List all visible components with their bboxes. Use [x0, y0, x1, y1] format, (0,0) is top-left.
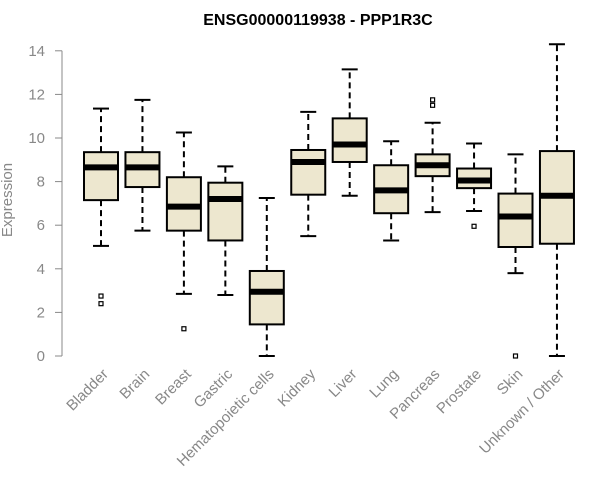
- x-tick-label-kidney: Kidney: [275, 365, 320, 410]
- box-hematopoietic-cells: [248, 269, 285, 326]
- outlier-prostate-0: [471, 223, 477, 229]
- outlier-bladder-0: [98, 293, 104, 299]
- x-tick-label-bladder: Bladder: [63, 366, 112, 415]
- chart-title: ENSG00000119938 - PPP1R3C: [203, 12, 433, 29]
- box-skin: [497, 192, 534, 248]
- y-tick-label-14: 14: [28, 43, 45, 60]
- outlier-pancreas-0: [430, 97, 436, 103]
- outlier-breast-0: [181, 326, 187, 332]
- x-tick-label-skin: Skin: [494, 366, 527, 399]
- outlier-pancreas-1: [430, 102, 436, 108]
- outlier-skin-0: [512, 353, 519, 359]
- outlier-bladder-1: [98, 301, 104, 307]
- x-tick-label-breast: Breast: [152, 365, 195, 408]
- y-tick-label-6: 6: [37, 217, 45, 234]
- y-tick-label-2: 2: [37, 304, 45, 321]
- box-bladder: [83, 151, 119, 202]
- box-gastric: [207, 181, 244, 242]
- y-tick-label-0: 0: [37, 348, 45, 365]
- y-tick-label-10: 10: [28, 130, 45, 147]
- y-tick-label-12: 12: [28, 86, 45, 103]
- y-tick-label-8: 8: [37, 174, 45, 191]
- box-liver: [331, 117, 368, 163]
- x-tick-label-prostate: Prostate: [433, 366, 485, 418]
- x-tick-label-lung: Lung: [366, 366, 402, 402]
- y-tick-label-4: 4: [37, 261, 45, 278]
- y-axis-title: Expression: [0, 163, 16, 237]
- x-tick-label-liver: Liver: [326, 366, 361, 401]
- x-tick-label-brain: Brain: [116, 366, 153, 403]
- box-kidney: [290, 148, 327, 196]
